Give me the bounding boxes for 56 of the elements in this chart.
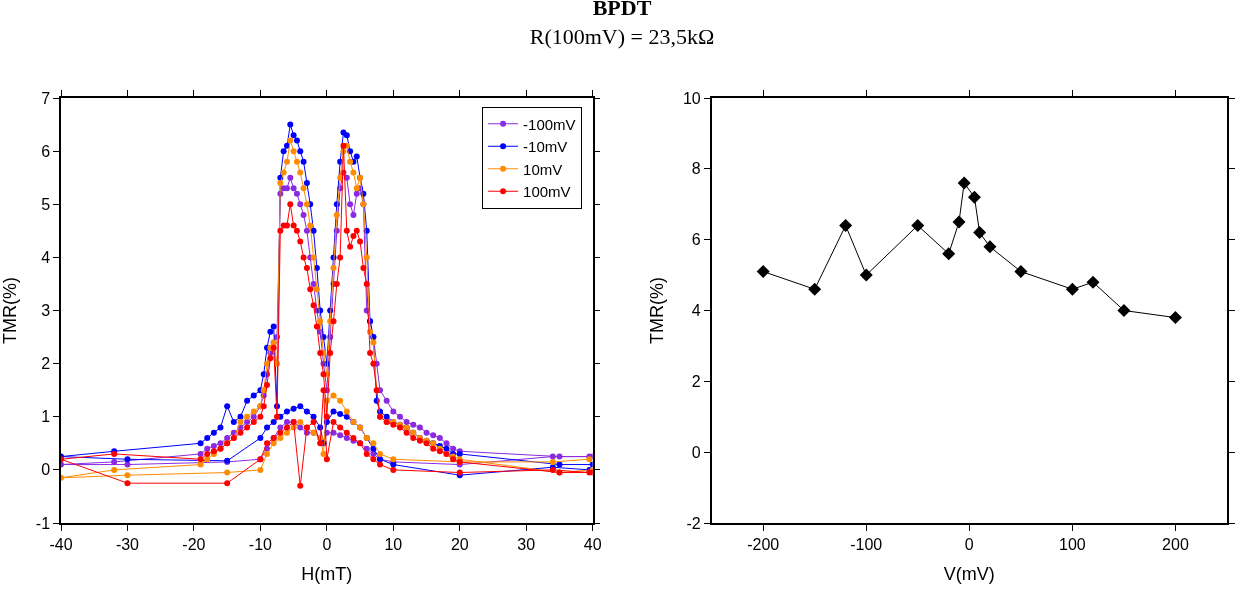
legend-label: -10mV [523,138,568,156]
x-axis-title: V(mV) [943,563,995,584]
point [957,176,971,190]
point [1117,304,1131,317]
x-tick-label: 10 [384,535,403,553]
point [756,265,770,279]
x-tick-label: 100 [1059,535,1086,553]
y-tick-label: 5 [41,195,51,213]
y-tick-label: 7 [41,89,51,107]
point [952,215,966,229]
x-tick-label: 30 [517,535,536,553]
y-tick-label: 8 [691,160,701,178]
x-tick-label: -40 [49,535,73,553]
y-tick-label: -1 [35,514,51,532]
y-tick-label: 3 [41,302,51,320]
x-tick-label: -30 [115,535,140,553]
y-tick-label: 10 [682,89,701,107]
point [983,240,997,254]
point [1014,265,1028,279]
y-tick-label: 4 [691,302,701,320]
x-tick-label: 0 [964,535,974,553]
point [808,282,822,296]
x-axis-title: H(mT) [301,563,353,584]
chart-subtitle: R(100mV) = 23,5kΩ [529,23,715,49]
x-tick-label: 40 [583,535,602,553]
y-tick-label: 0 [41,461,51,479]
legend-label: -100mV [523,115,576,133]
point [1086,275,1100,289]
y-tick-label: 6 [41,142,51,160]
x-tick-label: -200 [747,535,780,553]
point [967,190,981,204]
chart-title: BPDT [592,0,652,20]
y-tick-label: 0 [691,443,701,461]
point [942,247,956,261]
point [1065,282,1079,296]
point [973,226,987,240]
y-tick-label: 4 [41,248,51,266]
x-tick-label: 20 [450,535,469,553]
legend-label: 100mV [523,183,571,201]
y-tick-label: 2 [41,355,51,373]
y-tick-label: -2 [686,514,701,532]
point [1168,311,1182,325]
y-axis-title: TMR(%) [0,277,20,344]
y-tick-label: 1 [41,408,51,426]
point [839,219,853,232]
point [859,268,873,282]
x-tick-label: -10 [248,535,273,553]
x-tick-label: 200 [1162,535,1189,553]
y-tick-label: 6 [691,231,701,249]
point [911,219,925,232]
x-tick-label: -20 [182,535,206,553]
y-axis-title: TMR(%) [646,277,667,344]
x-tick-label: 0 [322,535,332,553]
legend-label: 10mV [523,160,563,178]
y-tick-label: 2 [691,372,701,390]
x-tick-label: -100 [850,535,883,553]
